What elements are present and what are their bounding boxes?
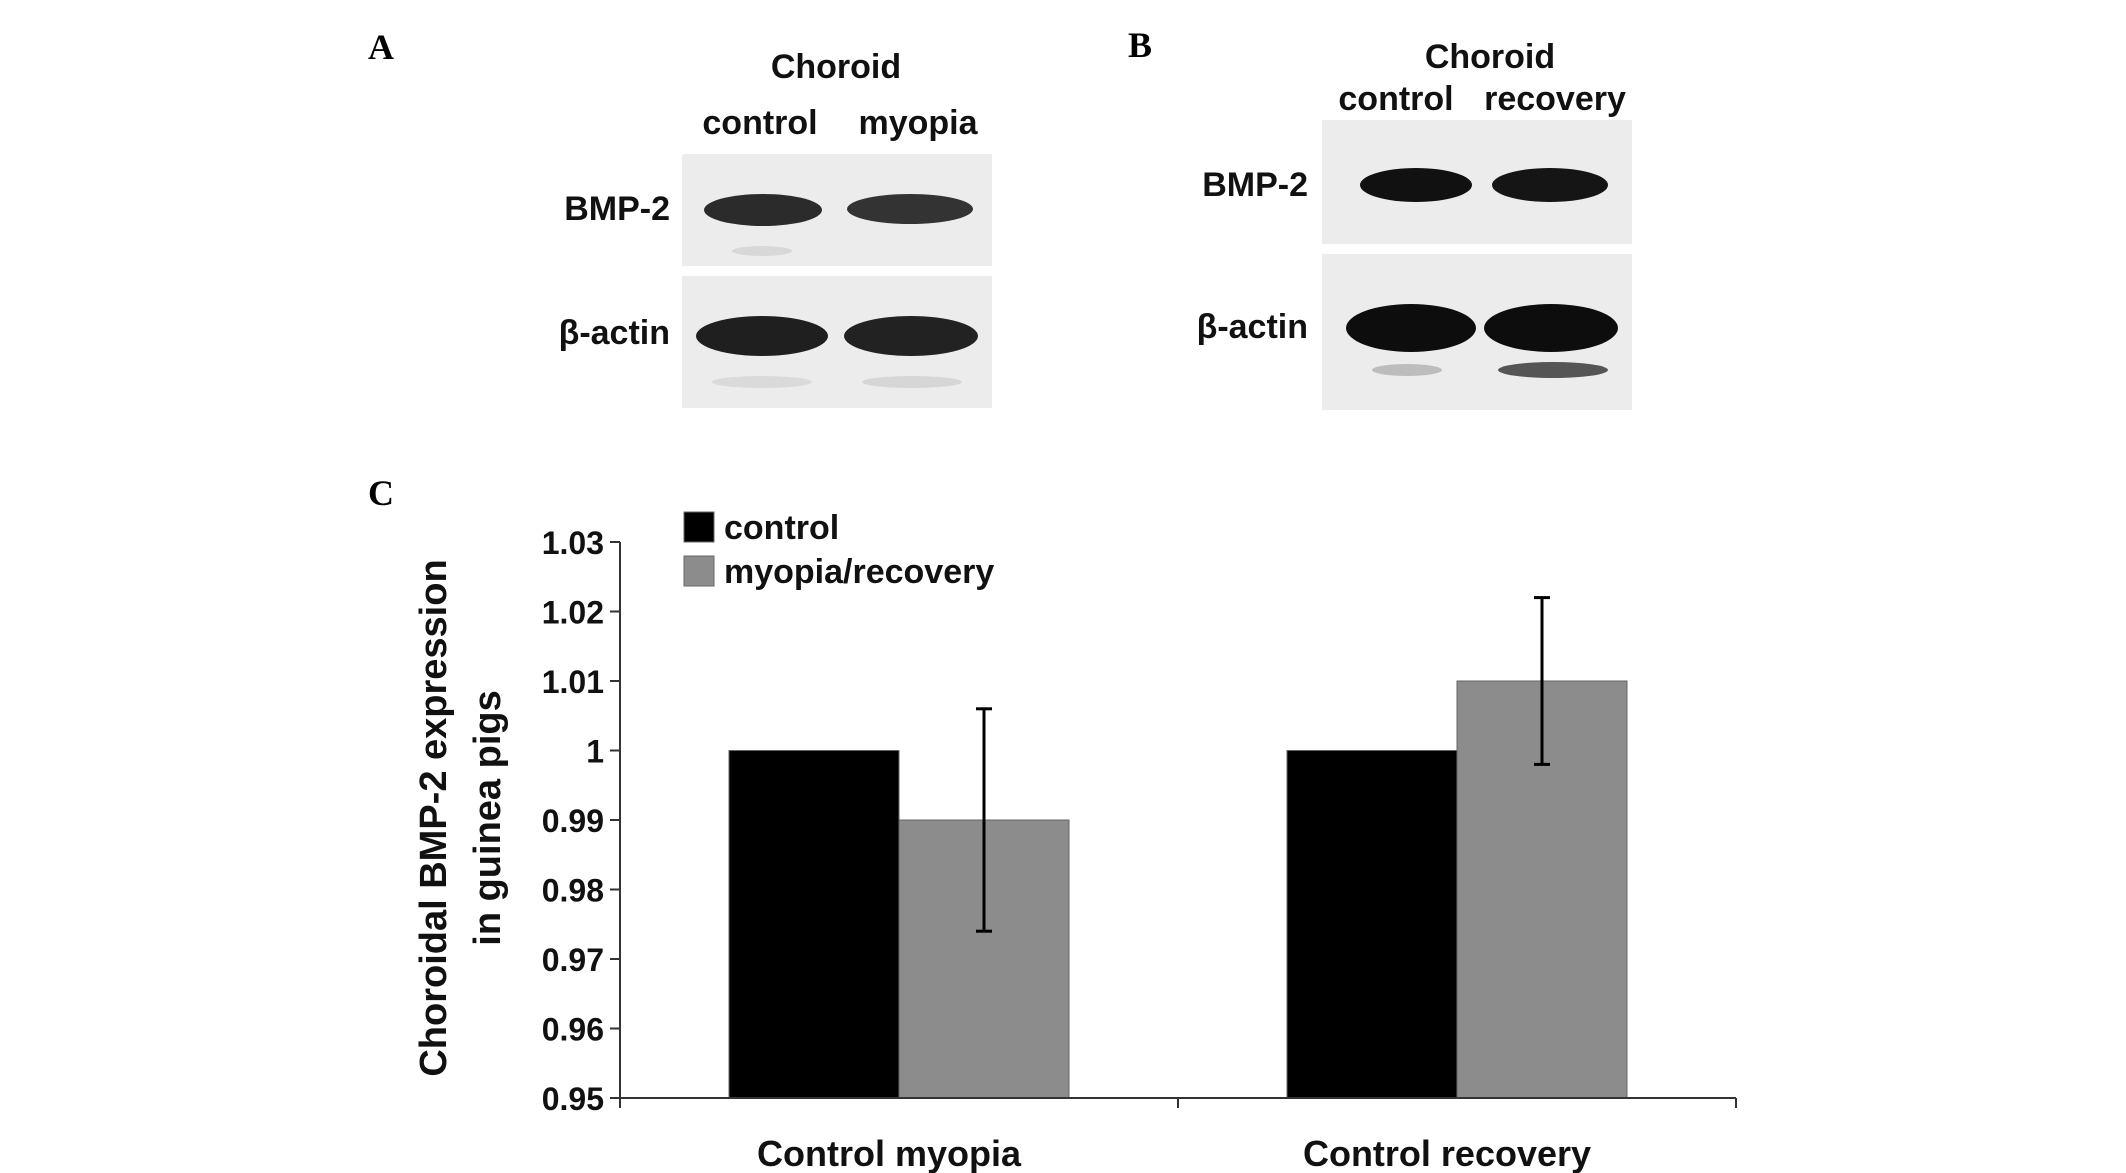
band-faint [862, 376, 962, 388]
y-tick-label: 1 [586, 734, 604, 770]
bar-control-0 [728, 750, 900, 1099]
y-tick-label: 1.01 [542, 664, 604, 700]
legend-label: myopia/recovery [724, 553, 994, 591]
panel-a-bmp2-blot [682, 154, 992, 266]
panel-b-letter: B [1128, 25, 1153, 65]
y-tick-label: 1.02 [542, 595, 604, 631]
panel-a-row-bmp2: BMP-2 [564, 190, 670, 228]
y-tick-label: 0.95 [542, 1081, 604, 1117]
x-category-label: Control myopia [757, 1133, 1022, 1173]
bars [728, 680, 1628, 1099]
y-axis-label-line2: in guinea pigs [467, 690, 509, 945]
panel-a-lane-control: control [702, 104, 818, 142]
band-myopia [844, 316, 978, 356]
y-tick-label: 0.99 [542, 803, 604, 839]
y-tick-label: 1.03 [542, 525, 604, 561]
panel-b-lane-recovery: recovery [1484, 80, 1626, 118]
y-tick-label: 0.96 [542, 1012, 604, 1048]
band-recovery [1492, 168, 1608, 202]
band-myopia [847, 194, 973, 224]
panel-b-actin-blot [1322, 254, 1632, 410]
band-control [1360, 168, 1472, 202]
legend-swatch [683, 555, 715, 587]
y-tick-label: 0.98 [542, 873, 604, 909]
x-axis-categories: Control myopia Control recovery [757, 1133, 1591, 1173]
panel-b-row-bmp2: BMP-2 [1202, 166, 1308, 204]
panel-a-header: Choroid [770, 48, 902, 86]
legend-swatch [683, 511, 715, 543]
y-axis-label: Choroidal BMP-2 expression in guinea pig… [413, 559, 509, 1076]
y-axis-ticks: 0.95 0.96 0.97 0.98 0.99 1 1.01 1.02 1.03 [542, 525, 620, 1117]
x-category-label: Control recovery [1303, 1133, 1591, 1173]
panel-a-letter: A [368, 27, 394, 67]
band-recovery [1484, 304, 1618, 352]
panel-b-header: Choroid [1424, 38, 1556, 76]
legend: control myopia/recovery [683, 509, 994, 591]
panel-c-letter: C [368, 473, 394, 513]
y-tick-label: 0.97 [542, 942, 604, 978]
band-faint [1372, 364, 1442, 376]
legend-label: control [724, 509, 839, 547]
panel-a-row-actin: β-actin [558, 314, 670, 352]
error-bars [976, 596, 1550, 933]
band-control [704, 194, 822, 226]
panel-a-lane-myopia: myopia [858, 104, 978, 142]
band-faint [712, 376, 812, 388]
bar-control-1 [1286, 750, 1458, 1099]
panel-b-lane-control: control [1338, 80, 1454, 118]
axes [619, 542, 1737, 1108]
panel-b-bmp2-blot [1322, 120, 1632, 244]
band-control [696, 316, 828, 356]
y-axis-label-line1: Choroidal BMP-2 expression [413, 559, 455, 1076]
band-control [1346, 304, 1476, 352]
band-lower [1498, 362, 1608, 378]
panel-a-actin-blot [682, 276, 992, 408]
panel-b-row-actin: β-actin [1196, 308, 1308, 346]
band-faint [732, 246, 792, 256]
